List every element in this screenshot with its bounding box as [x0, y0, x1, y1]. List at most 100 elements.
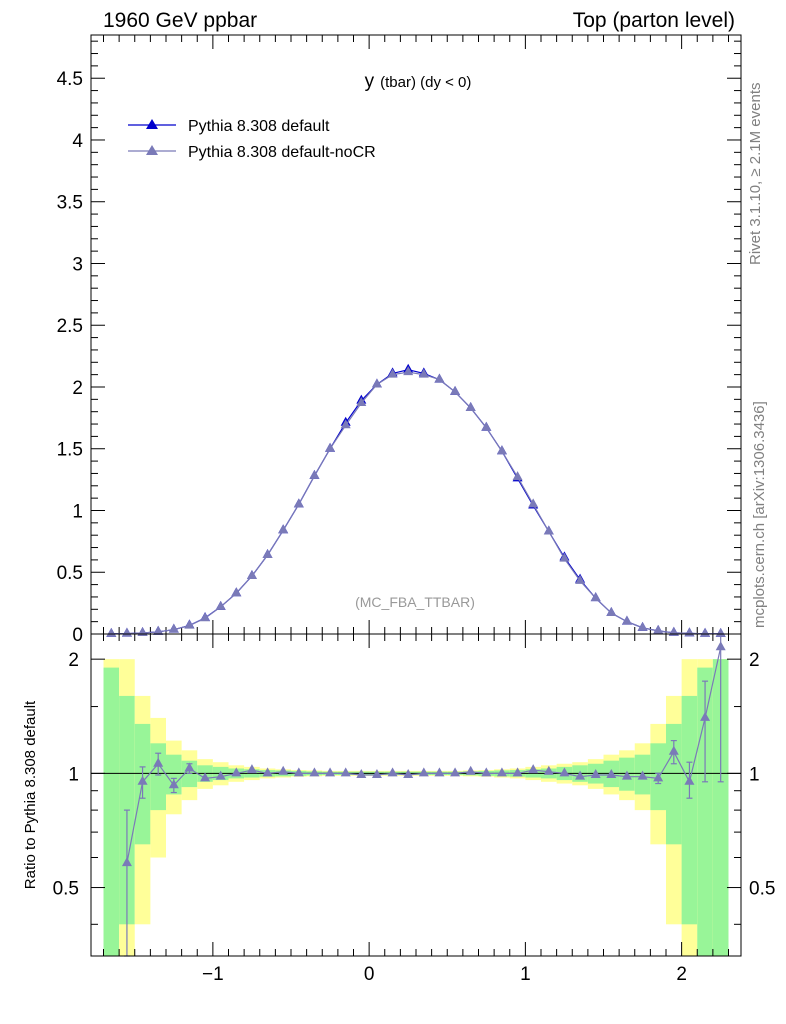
- ratio-data-point: [465, 765, 476, 775]
- main-data-point: [106, 627, 117, 637]
- ratio-data-point: [309, 767, 320, 777]
- legend-marker-default: [146, 119, 158, 129]
- main-y-tick-label: 4.5: [57, 69, 83, 90]
- ratio-data-point: [293, 767, 304, 777]
- main-y-tick-label: 4: [72, 131, 83, 152]
- main-data-point: [543, 525, 554, 535]
- plot-title-main: y: [365, 71, 375, 92]
- plot-title: y (tbar) (dy < 0): [365, 71, 472, 92]
- main-data-point: [184, 619, 195, 629]
- ratio-data-point: [606, 769, 617, 779]
- ratio-y-tick-label-left: 1: [68, 764, 79, 785]
- ratio-data-point: [684, 775, 695, 785]
- legend-marker-nocr: [146, 145, 158, 155]
- ratio-band-green: [697, 667, 713, 956]
- ratio-plot-panel: 0.5 0.5 1 1 2 2 −1 0 1 2 Ratio to Pythia 8.308 d…: [22, 633, 776, 985]
- ratio-data-point: [278, 765, 289, 775]
- ratio-data-point: [653, 772, 664, 782]
- main-data-point: [606, 607, 617, 617]
- legend-label-nocr: Pythia 8.308 default-noCR: [188, 144, 376, 161]
- rivet-label: Rivet 3.1.10, ≥ 2.1M events: [747, 83, 764, 266]
- main-data-point: [684, 627, 695, 637]
- main-data-point: [278, 524, 289, 534]
- ratio-y-tick-label-left: 0.5: [53, 879, 79, 900]
- main-series-line: [111, 371, 721, 635]
- ratio-data-point: [590, 769, 601, 779]
- main-axis-ticks: [91, 35, 741, 635]
- main-data-point: [700, 627, 711, 637]
- ratio-data-point: [137, 775, 148, 785]
- main-y-tick-label: 3.5: [57, 193, 83, 214]
- main-data-point: [653, 624, 664, 634]
- main-data-point: [450, 385, 461, 395]
- ratio-data-point: [700, 711, 711, 721]
- main-data-point: [418, 368, 429, 378]
- ratio-y-tick-label-right: 2: [749, 650, 760, 671]
- main-y-tick-label: 1.5: [57, 440, 83, 461]
- main-data-point: [200, 612, 211, 622]
- ratio-data-point: [512, 767, 523, 777]
- ratio-data-point: [418, 767, 429, 777]
- energy-label: 1960 GeV ppbar: [103, 9, 257, 32]
- main-data-point: [293, 498, 304, 508]
- ratio-data-point: [450, 767, 461, 777]
- ratio-data-point: [621, 770, 632, 780]
- main-y-tick-label: 0: [72, 625, 83, 646]
- main-data-point: [559, 552, 570, 562]
- ratio-uncertainty-bands: [103, 659, 729, 956]
- ratio-y-tick-labels: 0.5 0.5 1 1 2 2: [53, 650, 776, 899]
- main-data-point: [371, 378, 382, 388]
- process-label: Top (parton level): [573, 9, 735, 32]
- main-data-point: [637, 621, 648, 631]
- ratio-data-point: [246, 764, 257, 774]
- main-data-point: [340, 419, 351, 429]
- main-data-point: [512, 471, 523, 481]
- main-data-point: [231, 587, 242, 597]
- ratio-y-tick-label-right: 1: [749, 764, 760, 785]
- main-data-point: [137, 627, 148, 637]
- main-data-point: [621, 615, 632, 625]
- ratio-frame: [90, 633, 742, 957]
- main-y-tick-label: 1: [72, 501, 83, 522]
- analysis-watermark: (MC_FBA_TTBAR): [355, 594, 475, 610]
- ratio-data-point: [325, 767, 336, 777]
- ratio-data-point: [262, 767, 273, 777]
- ratio-data-point: [356, 769, 367, 779]
- ratio-data-point: [543, 765, 554, 775]
- ratio-axis-ticks: [91, 634, 741, 956]
- ratio-data-point: [153, 757, 164, 767]
- main-data-point: [356, 397, 367, 407]
- main-y-tick-label: 3: [72, 254, 83, 275]
- main-data-point: [262, 548, 273, 558]
- main-data-point: [528, 498, 539, 508]
- ratio-data-point: [668, 745, 679, 755]
- main-data-point: [575, 574, 586, 584]
- main-data-point: [403, 366, 414, 376]
- main-data-point: [246, 569, 257, 579]
- main-data-point: [153, 625, 164, 635]
- main-data-point: [168, 623, 179, 633]
- ratio-band-green: [681, 695, 698, 925]
- main-y-tick-label: 2: [72, 378, 83, 399]
- ratio-data-point: [168, 779, 179, 789]
- main-data-point: [215, 600, 226, 610]
- ratio-data-point: [340, 767, 351, 777]
- legend-label-default: Pythia 8.308 default: [188, 118, 330, 135]
- ratio-data-point: [371, 769, 382, 779]
- ratio-data-point: [121, 857, 132, 867]
- ratio-x-tick-labels: −1 0 1 2: [202, 964, 687, 985]
- main-data-point: [590, 592, 601, 602]
- main-data-point: [309, 469, 320, 479]
- ratio-band-green: [166, 754, 182, 795]
- main-y-tick-label: 0.5: [57, 563, 83, 584]
- main-plot-panel: 0 0.5 1 1.5 2 2.5 3 3.5 4 4.5 (MC_FBA_TTBAR) y (tb…: [57, 34, 742, 646]
- plot-title-rest: (tbar) (dy < 0): [380, 74, 471, 91]
- ratio-band-green: [150, 743, 166, 811]
- ratio-x-tick-label: 2: [676, 964, 687, 985]
- main-data-point: [387, 368, 398, 378]
- ratio-data-point: [559, 767, 570, 777]
- main-data-point: [465, 401, 476, 411]
- ratio-data-point: [496, 767, 507, 777]
- ratio-data-point: [528, 764, 539, 774]
